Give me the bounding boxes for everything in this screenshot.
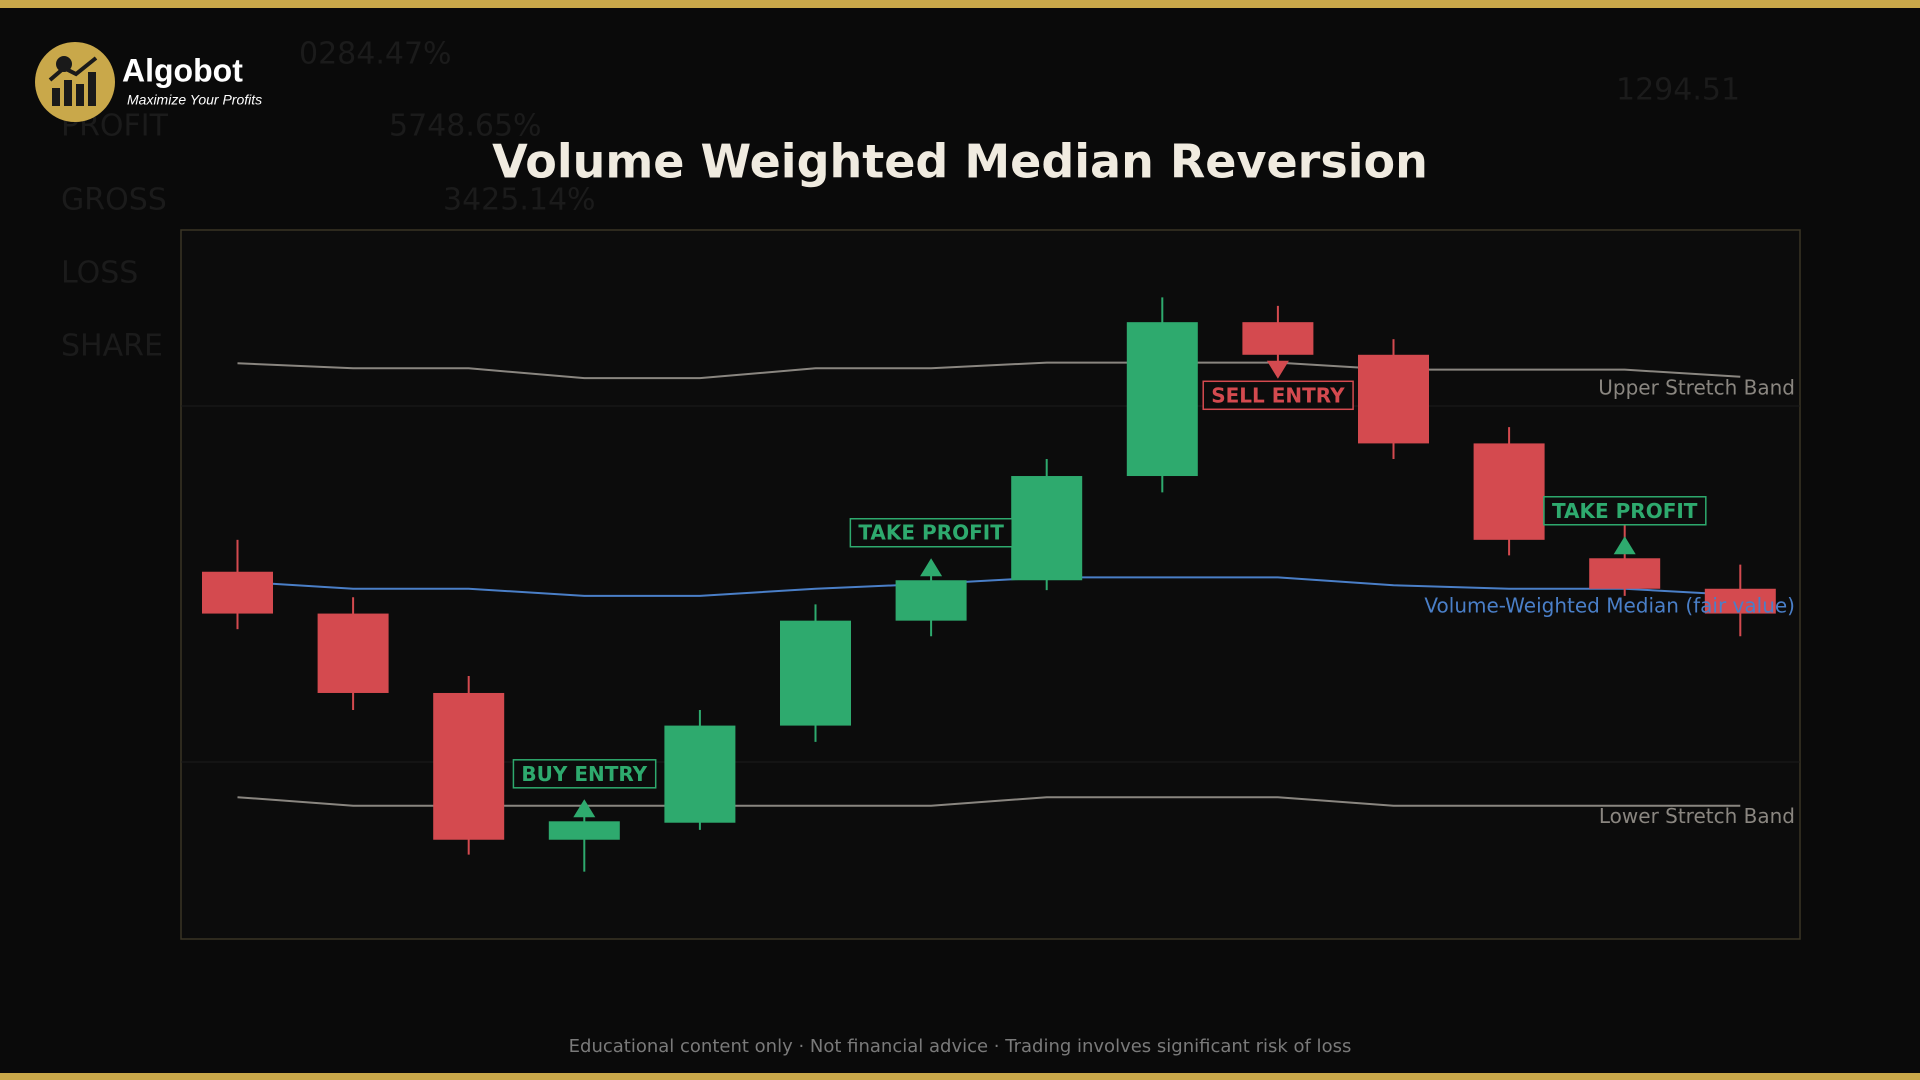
- annotations: BUY ENTRY TAKE PROFIT SELL ENTRY TAKE PROFI…: [512, 360, 1707, 818]
- signal-arrow: [1613, 536, 1636, 555]
- signal-arrow: [573, 799, 596, 818]
- top-bar: [0, 0, 1920, 8]
- background-label: 1294.51: [1616, 73, 1740, 108]
- candle-body: [202, 571, 273, 614]
- candle-body: [1473, 443, 1545, 540]
- logo-bar: [88, 72, 96, 106]
- background-decor: 0284.47%PROFIT 5748.65%GROSS 3425.14%LOSSS…: [61, 37, 1740, 364]
- chart-title: Volume Weighted Median Reversion: [492, 135, 1428, 189]
- signal-label-box: [1543, 496, 1707, 526]
- candle-body: [1126, 322, 1198, 477]
- background-label: 0284.47%: [299, 37, 452, 72]
- logo-bar: [76, 84, 84, 106]
- signal-label: TAKE PROFIT: [1552, 499, 1698, 523]
- candles: [202, 297, 1776, 872]
- logo-arrow: [48, 56, 98, 82]
- bottom-bar: [0, 1073, 1920, 1080]
- signal-label-box: [849, 517, 1013, 548]
- band-line: [237, 576, 1741, 597]
- signal-label: SELL ENTRY: [1211, 383, 1345, 407]
- logo: [35, 42, 115, 122]
- background-label: LOSS: [61, 256, 138, 291]
- background-label: 5748.65%: [389, 109, 542, 144]
- logo-bar: [52, 88, 60, 106]
- candle-body: [1011, 476, 1083, 581]
- signal-label-box: [1202, 380, 1354, 411]
- signal-label-box: [512, 759, 657, 789]
- signal-label: BUY ENTRY: [521, 762, 647, 786]
- candle-body: [664, 725, 736, 823]
- brand: Algobot: [122, 52, 243, 88]
- background-label: GROSS: [61, 183, 167, 218]
- tagline: Maximize Your Profits: [127, 92, 262, 108]
- signal-label: TAKE PROFIT: [858, 521, 1004, 545]
- candle-body: [1589, 558, 1661, 589]
- logo-coin: [56, 56, 72, 72]
- logo-circle: [35, 42, 115, 122]
- candle-body: [1704, 588, 1776, 614]
- series-label: Upper Stretch Band: [1598, 375, 1795, 399]
- candle-body: [1358, 354, 1429, 444]
- plot-area: [180, 229, 1801, 940]
- plot: BUY ENTRY TAKE PROFIT SELL ENTRY TAKE PROFI…: [202, 297, 1795, 872]
- logo-bar: [64, 80, 72, 106]
- candle-body: [1242, 322, 1314, 355]
- candle-body: [895, 580, 967, 621]
- candle-body: [433, 692, 505, 840]
- candle-body: [780, 620, 851, 726]
- background-label: 3425.14%: [443, 183, 596, 218]
- background-label: SHARE: [61, 329, 163, 364]
- band-line: [237, 361, 1741, 380]
- candle-body: [548, 821, 620, 840]
- signal-arrow: [1266, 360, 1289, 379]
- series-label: Lower Stretch Band: [1599, 804, 1795, 828]
- candle-body: [317, 613, 389, 693]
- signal-arrow: [920, 558, 943, 577]
- footer: Educational content only · Not financial…: [569, 1036, 1352, 1057]
- series-label: Volume-Weighted Median (fair value): [1424, 594, 1795, 618]
- band-labels: Upper Stretch Band Volume-Weighted Median…: [1424, 375, 1795, 828]
